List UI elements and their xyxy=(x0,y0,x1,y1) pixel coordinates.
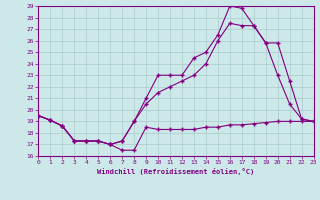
X-axis label: Windchill (Refroidissement éolien,°C): Windchill (Refroidissement éolien,°C) xyxy=(97,168,255,175)
